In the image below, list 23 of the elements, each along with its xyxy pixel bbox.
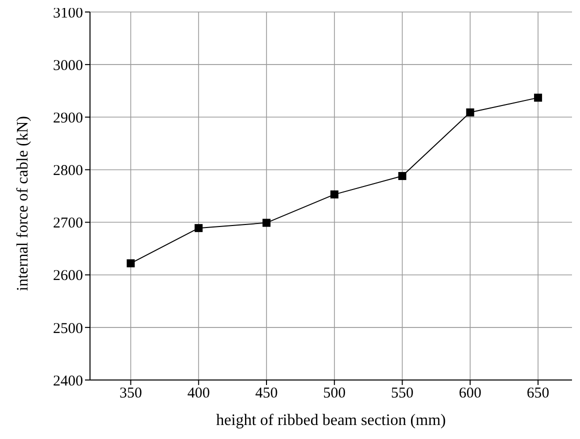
point bbox=[262, 218, 271, 227]
y-tick-label: 2800 bbox=[53, 163, 83, 180]
y-tick-label: 2500 bbox=[53, 320, 83, 337]
x-tick-label: 550 bbox=[391, 386, 414, 402]
point bbox=[330, 190, 338, 198]
point bbox=[194, 224, 203, 232]
y-tick-label: 3000 bbox=[53, 58, 83, 74]
y-tick-label: 2900 bbox=[53, 110, 83, 126]
x-tick-label: 600 bbox=[458, 386, 482, 402]
point bbox=[466, 108, 474, 116]
x-tick-label: 650 bbox=[526, 386, 550, 402]
y-tick-label: 2700 bbox=[53, 216, 83, 232]
x-axis-title: height of ribbed beam section (mm) bbox=[216, 412, 446, 429]
x-tick-label: 350 bbox=[119, 386, 142, 402]
x-tick-label: 400 bbox=[187, 386, 210, 402]
point bbox=[534, 94, 542, 102]
x-tick-label: 500 bbox=[323, 386, 346, 402]
x-tick-label: 450 bbox=[255, 386, 278, 402]
point bbox=[126, 259, 135, 268]
y-tick-label: 2600 bbox=[53, 268, 83, 284]
point bbox=[398, 172, 406, 180]
y-axis-title: internal force of cable (kN) bbox=[14, 116, 32, 291]
y-tick-label: 2400 bbox=[53, 373, 83, 390]
